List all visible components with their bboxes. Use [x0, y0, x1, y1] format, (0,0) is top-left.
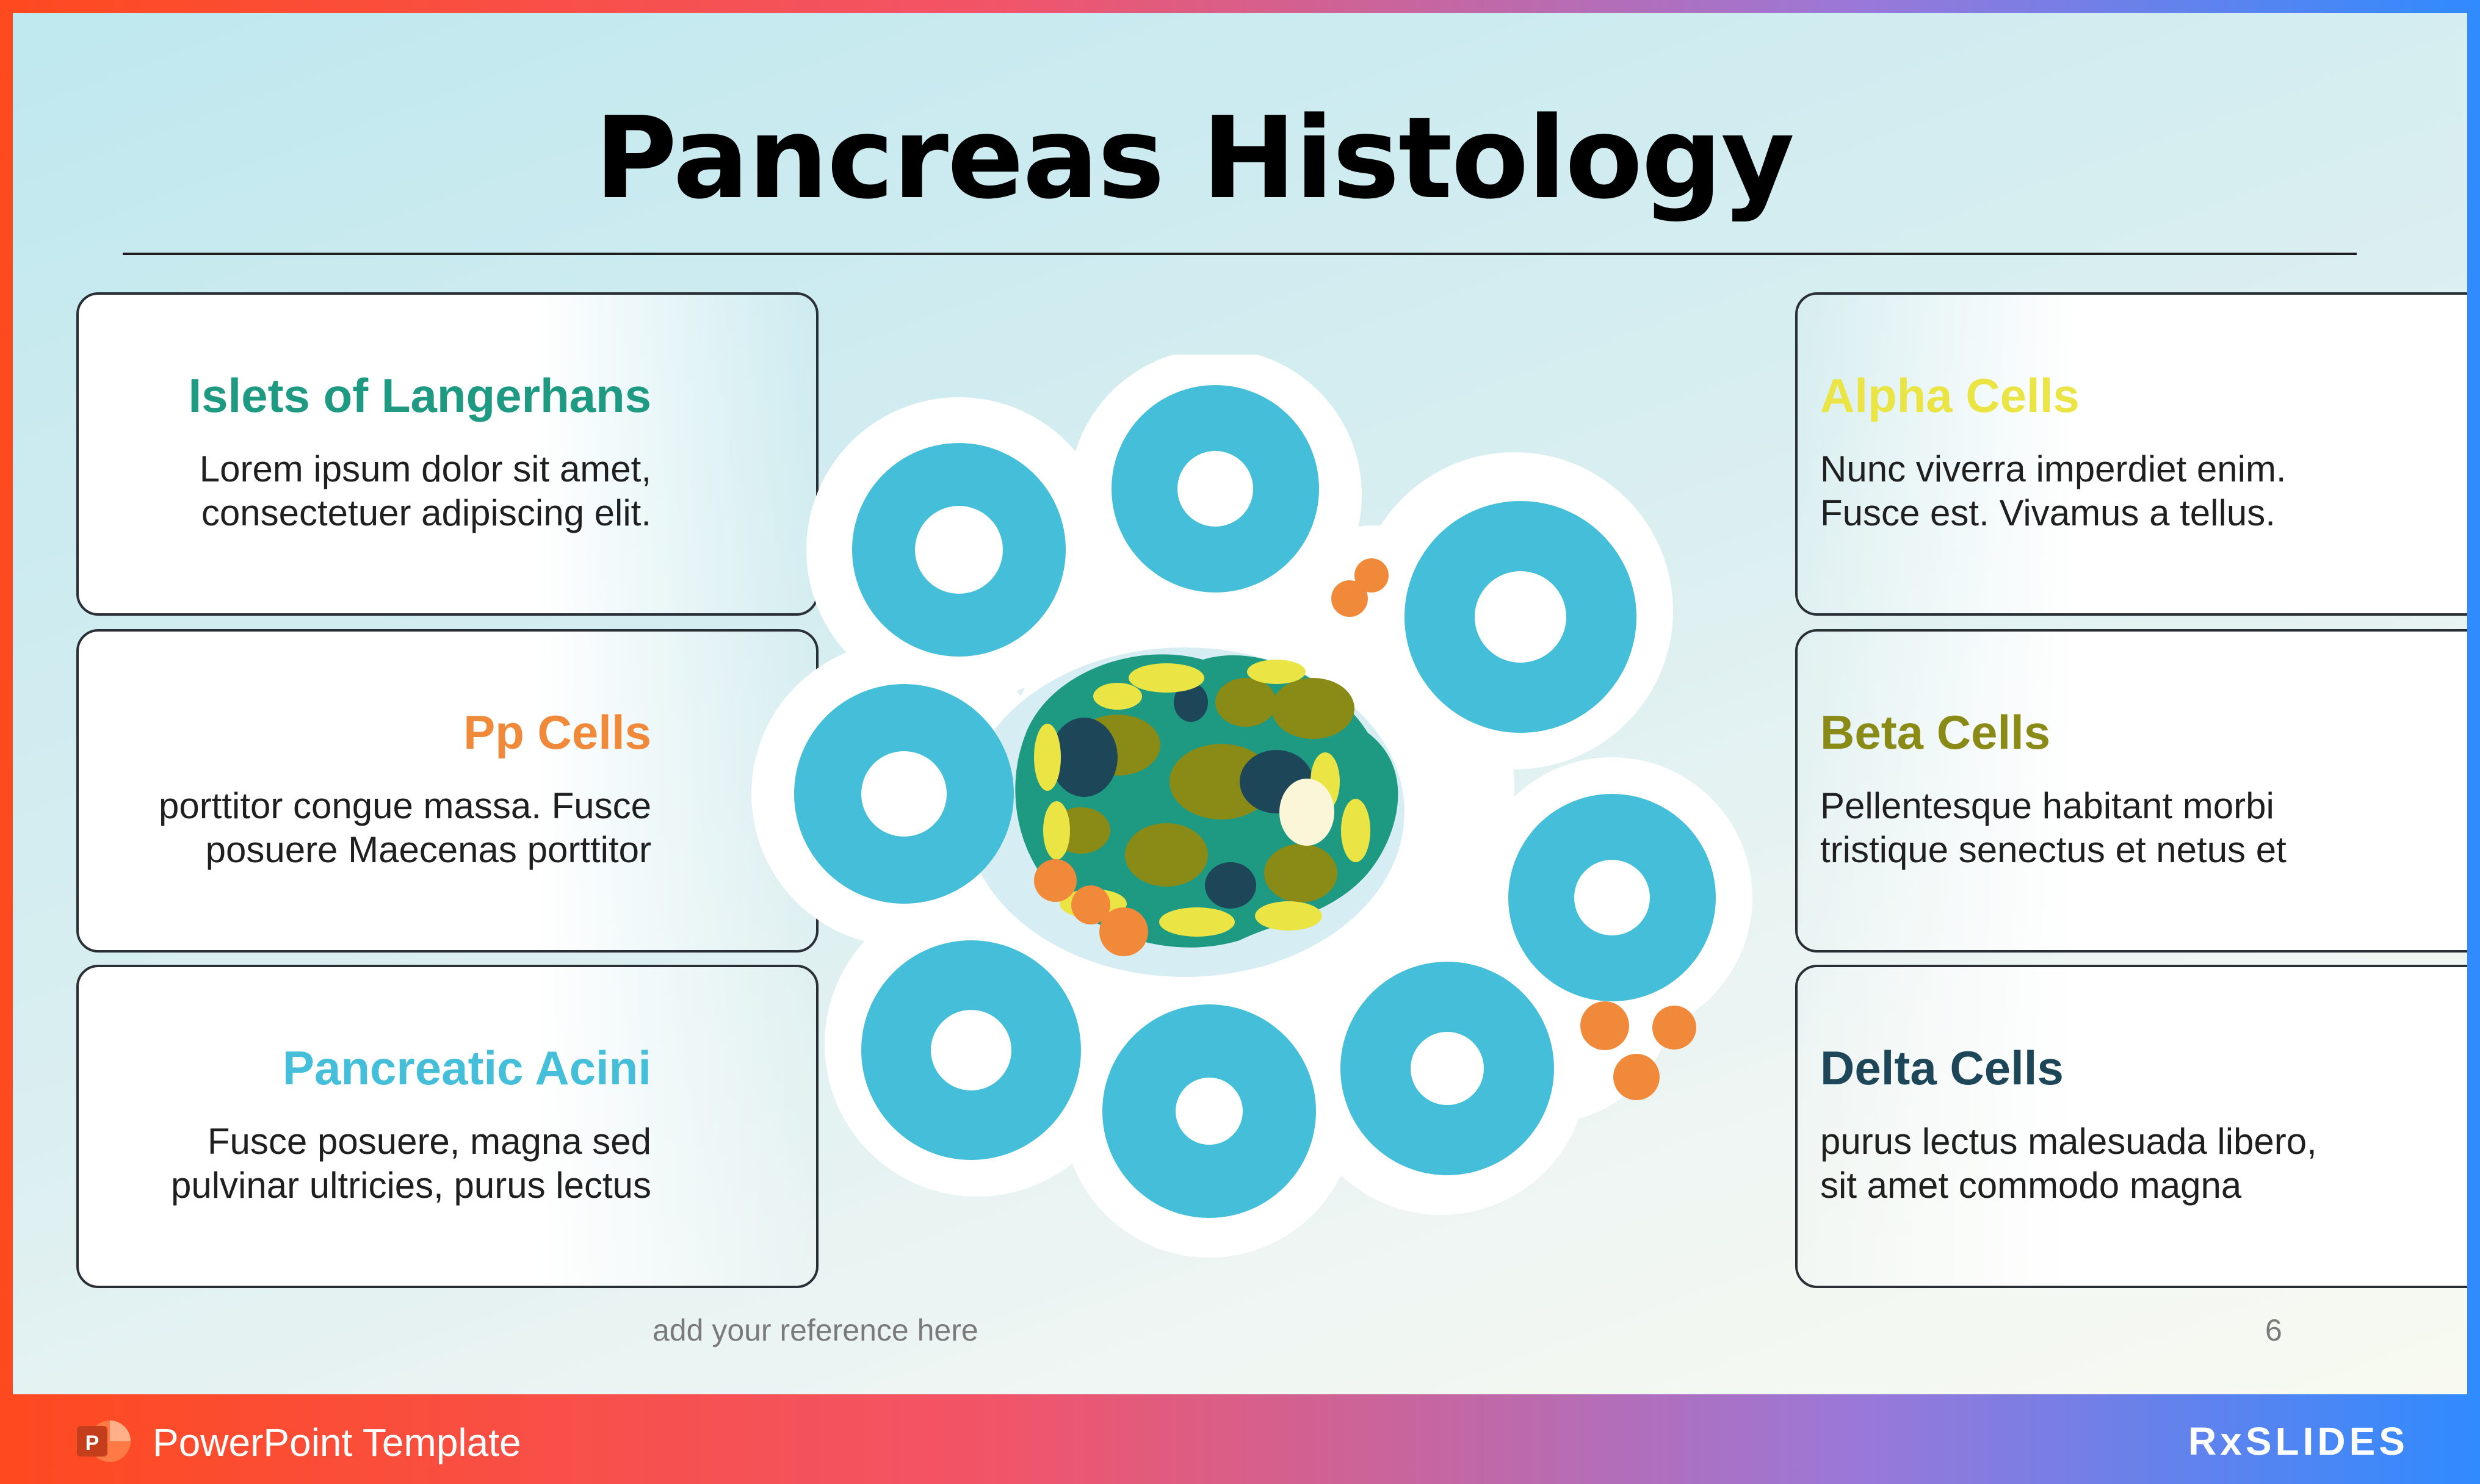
acinus [1340, 962, 1554, 1175]
card-text: Nunc viverra imperdiet enim. Fusce est. V… [1820, 448, 2287, 533]
card-title: Pp Cells [463, 705, 651, 759]
card-pancreatic-acini: Pancreatic Acini Fusce posuere, magna se… [76, 965, 819, 1288]
acinus [1112, 385, 1319, 593]
card-text: purus lectus malesuada libero, sit amet c… [1820, 1121, 2317, 1206]
footer-label: PowerPoint Template [153, 1421, 521, 1464]
acini-group [794, 385, 1716, 1218]
card-title: Islets of Langerhans [188, 369, 651, 422]
svg-text:P: P [85, 1432, 99, 1455]
pancreas-histology-illustration [751, 355, 1752, 1258]
card-title: Alpha Cells [1820, 369, 2080, 422]
card-title: Pancreatic Acini [282, 1041, 651, 1095]
acinus [861, 940, 1081, 1160]
card-delta-cells: Delta Cells purus lectus malesuada liber… [1795, 965, 2467, 1288]
footer-bar: P PowerPoint Template RxSLIDES [0, 1394, 2480, 1484]
pp-cells [1034, 558, 1696, 1100]
card-alpha-cells: Alpha Cells Nunc viverra imperdiet enim.… [1795, 292, 2467, 616]
acinus [1404, 501, 1636, 733]
card-text: Fusce posuere, magna sed pulvinar ultrici… [170, 1121, 651, 1206]
acinus [794, 684, 1014, 904]
title-divider [123, 253, 2357, 255]
card-text: Pellentesque habitant morbi tristique sen… [1820, 785, 2287, 870]
card-title: Beta Cells [1820, 705, 2051, 759]
acinus [1102, 1004, 1316, 1218]
reference-text: add your reference here [653, 1313, 978, 1347]
card-text: porttitor congue massa. Fusce posuere Mae… [158, 785, 651, 870]
powerpoint-icon: P [77, 1421, 131, 1462]
acinus [1508, 794, 1716, 1001]
card-beta-cells: Beta Cells Pellentesque habitant morbi tr… [1795, 629, 2467, 953]
slide-title: Pancreas Histology [594, 92, 1795, 224]
islet-of-langerhans [1015, 654, 1398, 948]
page-number: 6 [2265, 1313, 2282, 1347]
card-islets-of-langerhans: Islets of Langerhans Lorem ipsum dolor s… [76, 292, 819, 616]
card-text: Lorem ipsum dolor sit amet, consectetuer … [199, 448, 651, 533]
slide: Pancreas Histology Islets of Langerhans … [13, 13, 2467, 1394]
acinus [852, 443, 1066, 657]
card-pp-cells: Pp Cells porttitor congue massa. Fusce po… [76, 629, 819, 953]
islet-highlight-cell [1279, 779, 1334, 846]
brand-logo: RxSLIDES [2188, 1419, 2409, 1463]
card-title: Delta Cells [1820, 1041, 2064, 1095]
